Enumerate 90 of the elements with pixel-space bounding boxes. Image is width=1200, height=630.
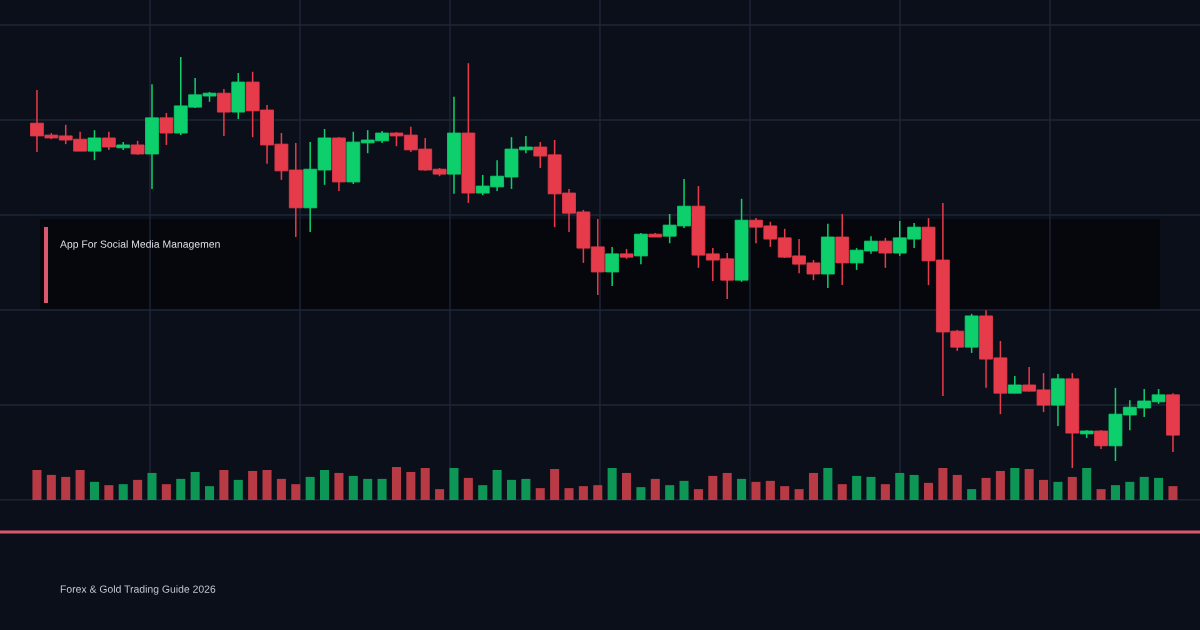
bar xyxy=(492,469,502,500)
bar xyxy=(722,472,732,500)
bar xyxy=(995,470,1005,500)
bar xyxy=(305,476,315,500)
bar xyxy=(981,477,991,500)
bar xyxy=(61,476,71,500)
bar xyxy=(952,474,962,500)
bar xyxy=(1010,467,1020,500)
bar xyxy=(622,472,632,500)
bar xyxy=(823,467,833,500)
bar xyxy=(1096,489,1106,500)
bar xyxy=(320,469,330,500)
bar xyxy=(463,477,473,500)
bar xyxy=(219,469,229,500)
bar xyxy=(478,485,488,500)
candlestick xyxy=(87,129,102,161)
bar xyxy=(895,472,905,500)
bar xyxy=(334,472,344,500)
bar xyxy=(636,487,646,500)
bar xyxy=(276,478,286,500)
bar xyxy=(578,486,588,500)
bar xyxy=(133,479,143,500)
bar xyxy=(1082,467,1092,500)
bar xyxy=(46,474,56,500)
bar xyxy=(32,469,42,500)
bar xyxy=(420,467,430,500)
bar xyxy=(363,478,373,500)
bar xyxy=(751,481,761,500)
bar xyxy=(1110,485,1120,500)
bar xyxy=(593,485,603,500)
bar xyxy=(291,484,301,500)
bar xyxy=(866,476,876,500)
bar xyxy=(1125,481,1135,500)
bar xyxy=(506,479,517,500)
bar xyxy=(737,478,747,500)
bar xyxy=(650,478,660,500)
bar xyxy=(1154,477,1164,500)
candlestick xyxy=(217,88,231,137)
bar xyxy=(435,489,445,500)
text: App For Social Media Managemen xyxy=(60,240,220,250)
bar xyxy=(938,467,948,500)
candlestick xyxy=(634,232,648,265)
bar xyxy=(693,489,703,500)
bar xyxy=(794,489,804,500)
candlestick xyxy=(101,131,116,151)
bar xyxy=(89,481,100,500)
bar xyxy=(765,480,775,500)
text: Forex & Gold Trading Guide 2026 xyxy=(60,585,216,595)
bar xyxy=(161,484,171,500)
bar xyxy=(377,478,387,500)
bar xyxy=(909,474,919,500)
bar xyxy=(665,485,675,500)
candlestick xyxy=(1094,429,1108,450)
bar xyxy=(1024,468,1034,500)
candlestick xyxy=(605,246,620,287)
bar xyxy=(176,478,186,500)
bar xyxy=(852,475,862,500)
bar xyxy=(708,475,718,500)
bar xyxy=(1168,486,1178,500)
bar xyxy=(348,475,358,500)
bar xyxy=(104,485,114,500)
bar xyxy=(147,472,157,500)
bar xyxy=(607,467,617,500)
bar xyxy=(880,484,890,500)
bar xyxy=(1139,476,1149,500)
bar xyxy=(262,469,272,500)
bar xyxy=(1067,476,1077,500)
bar xyxy=(837,484,847,500)
bar xyxy=(521,478,531,500)
bar xyxy=(535,488,545,500)
bar xyxy=(967,489,977,500)
bar xyxy=(118,484,128,500)
bar xyxy=(449,467,459,500)
bar xyxy=(406,471,416,500)
bar xyxy=(550,468,560,500)
bar xyxy=(923,482,934,500)
bar xyxy=(808,472,818,500)
bar xyxy=(233,479,243,500)
bar xyxy=(679,480,689,500)
bar xyxy=(248,470,258,500)
bar xyxy=(1039,479,1049,500)
candlestick xyxy=(159,112,174,146)
bar xyxy=(190,471,200,500)
bar xyxy=(780,486,790,500)
bar xyxy=(391,467,401,500)
bar xyxy=(75,469,85,500)
candlestick xyxy=(878,237,893,269)
bar xyxy=(564,488,574,500)
bar xyxy=(1053,481,1063,500)
bar xyxy=(204,486,215,500)
